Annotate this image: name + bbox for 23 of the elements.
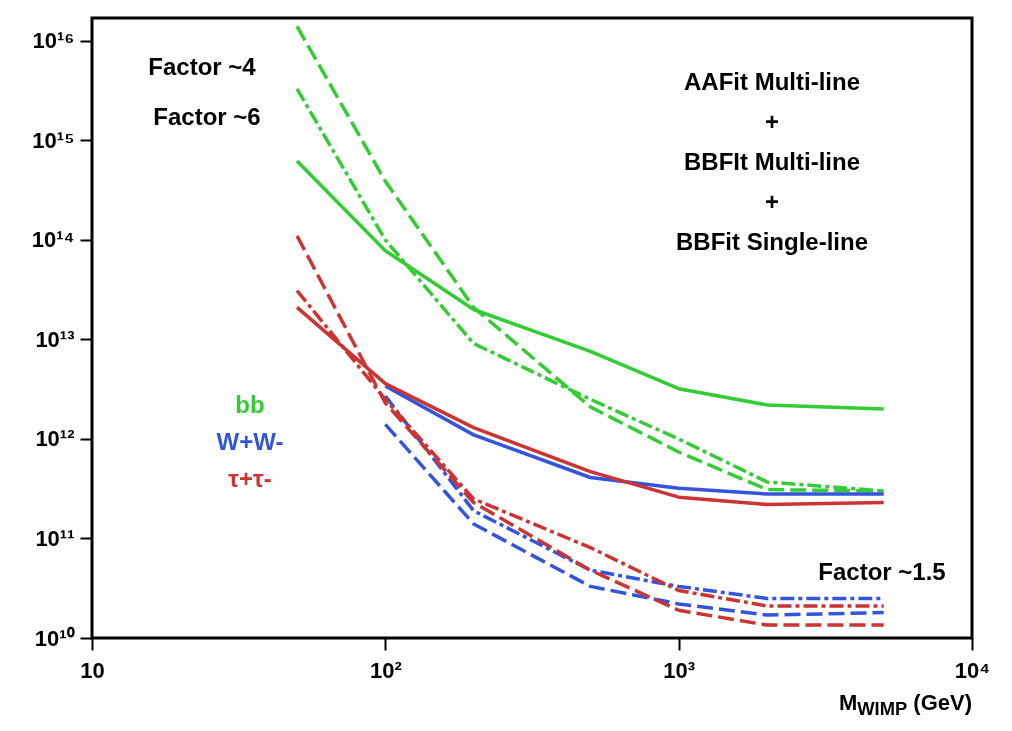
annotation: BBFit Single-line bbox=[676, 228, 868, 255]
y-tick-label: 10¹⁶ bbox=[32, 28, 75, 54]
text: W+W- bbox=[216, 428, 284, 455]
annotation: + bbox=[764, 188, 780, 215]
annotation: AAFit Multi-line bbox=[684, 68, 860, 95]
annotation: Factor ~1.5 bbox=[818, 558, 946, 585]
x-axis-title: M$_{WIMP}$ (GeV) bbox=[838, 690, 972, 721]
y-tick-label: 10¹¹ bbox=[35, 525, 75, 551]
annotation: Factor ~4 bbox=[148, 53, 257, 80]
annotation: BBFIt Multi-line bbox=[684, 148, 860, 175]
text: τ+τ- bbox=[228, 465, 272, 492]
annotation: + bbox=[764, 108, 780, 135]
y-tick-label: 10¹⁴ bbox=[31, 227, 75, 253]
x-tick-label: 10² bbox=[369, 657, 402, 683]
y-tick-label: 10¹² bbox=[35, 426, 75, 452]
x-tick-label: 10³ bbox=[663, 657, 696, 683]
text: bb bbox=[235, 391, 265, 418]
y-tick-label: 10¹³ bbox=[35, 326, 75, 352]
annotation: Factor ~6 bbox=[153, 103, 261, 130]
y-tick-label: 10¹⁰ bbox=[34, 625, 75, 651]
x-tick-label: 10 bbox=[80, 657, 105, 683]
y-tick-label: 10¹⁵ bbox=[32, 127, 75, 153]
x-tick-label: 10⁴ bbox=[954, 657, 991, 683]
